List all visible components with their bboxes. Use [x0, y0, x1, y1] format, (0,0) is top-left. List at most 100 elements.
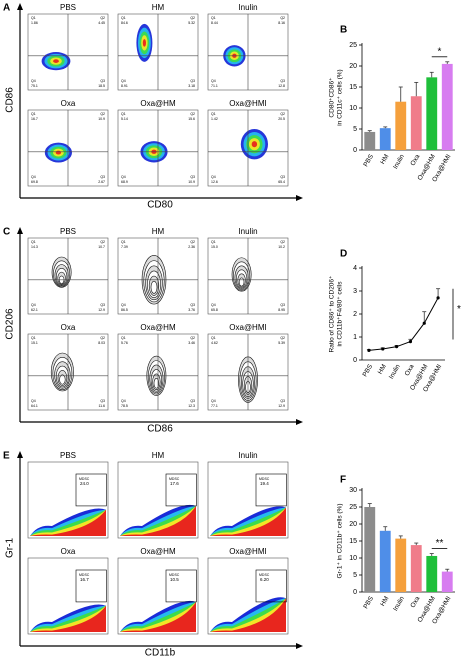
gate [165, 473, 197, 507]
quadrant-name: Q4 [121, 399, 126, 403]
plot-title: PBS [60, 3, 76, 12]
y-axis-label: in CD11b⁺F4/80⁺ cells [337, 281, 344, 347]
plot-title: Inulin [238, 451, 257, 460]
point [381, 347, 385, 351]
quadrant-value: 65.8 [211, 308, 218, 312]
contour-line [238, 277, 245, 287]
plot-title: Oxa@HMI [229, 99, 266, 108]
quadrant-value: 8.16 [278, 21, 285, 25]
quadrant-name: Q4 [31, 175, 36, 179]
arrow-head [17, 227, 23, 234]
quadrant-name: Q1 [31, 16, 36, 20]
point [408, 340, 413, 344]
quadrant-value: 78.5 [121, 404, 128, 408]
quadrant-value: 71.1 [211, 84, 218, 88]
density-blob [210, 507, 286, 536]
panel-letter: E [3, 451, 10, 462]
x-axis-label: CD86 [147, 424, 173, 435]
quadrant-name: Q2 [280, 112, 285, 116]
quadrant-name: Q2 [100, 336, 105, 340]
quadrant-value: 62.1 [31, 308, 38, 312]
quadrant-value: 3.46 [188, 341, 195, 345]
bar [395, 538, 407, 592]
y-tick-label: 10 [349, 555, 357, 562]
quadrant-value: 14.3 [31, 245, 38, 249]
y-tick-label: 0 [353, 357, 357, 364]
density-blob [30, 605, 106, 632]
y-tick-label: 25 [349, 504, 357, 511]
density-blob [120, 506, 196, 536]
quadrant-value: 12.8 [278, 84, 285, 88]
x-tick-label: Inulin [392, 153, 406, 170]
plot-title: HM [152, 227, 165, 236]
gate [165, 569, 197, 603]
plot-title: Oxa@HM [140, 547, 176, 556]
gate-name: MDSC [169, 477, 180, 481]
plot-title: PBS [60, 451, 76, 460]
y-axis-label: Gr-1⁺ in CD11b⁺ cells (%) [337, 503, 344, 578]
plot-title: Oxa@HMI [229, 547, 266, 556]
panel-letter: F [340, 475, 346, 486]
plot-title: HM [152, 3, 165, 12]
y-tick-label: 10 [349, 105, 357, 112]
quadrant-value: 10.9 [188, 180, 195, 184]
point [367, 348, 371, 352]
y-tick-label: 3 [353, 288, 357, 295]
gate [255, 473, 287, 507]
quadrant-value: 20.5 [278, 117, 285, 121]
gate-name: MDSC [169, 573, 180, 577]
bar [426, 555, 438, 592]
quadrant-name: Q4 [211, 175, 216, 179]
point [422, 321, 426, 325]
quadrant-name: Q2 [280, 240, 285, 244]
gate-name: MDSC [259, 573, 270, 577]
quadrant-name: Q3 [190, 79, 195, 83]
quadrant-name: Q3 [280, 79, 285, 83]
density-blob [251, 141, 258, 148]
quadrant-name: Q2 [190, 112, 195, 116]
quadrant-name: Q3 [190, 303, 195, 307]
point [436, 296, 440, 300]
plot-title: HM [152, 451, 165, 460]
gate-name: MDSC [259, 477, 270, 481]
gate-value: 16.7 [80, 577, 89, 582]
quadrant-name: Q3 [280, 175, 285, 179]
y-tick-label: 20 [349, 63, 357, 70]
quadrant-name: Q2 [100, 16, 105, 20]
quadrant-value: 12.6 [211, 180, 218, 184]
y-tick-label: 15 [349, 538, 357, 545]
density-blob [55, 150, 62, 155]
quadrant-name: Q1 [211, 240, 216, 244]
density-blob [120, 602, 196, 632]
arrow-head [296, 195, 303, 201]
plot-title: Oxa@HM [140, 99, 176, 108]
bar [379, 530, 391, 592]
quadrant-value: 8.95 [278, 308, 285, 312]
quadrant-value: 12.9 [278, 404, 285, 408]
bar [379, 128, 391, 150]
quadrant-name: Q1 [211, 336, 216, 340]
quadrant-value: 4.62 [211, 341, 218, 345]
point [394, 345, 399, 349]
quadrant-name: Q2 [100, 240, 105, 244]
quadrant-name: Q4 [211, 399, 216, 403]
quadrant-name: Q3 [190, 175, 195, 179]
quadrant-value: 10.9 [98, 117, 105, 121]
quadrant-name: Q4 [31, 303, 36, 307]
quadrant-value: 5.76 [121, 341, 128, 345]
contour-line [150, 280, 158, 294]
quadrant-value: 5.32 [188, 21, 195, 25]
quadrant-name: Q4 [31, 399, 36, 403]
plot-title: Oxa [61, 99, 76, 108]
quadrant-value: 2.36 [188, 245, 195, 249]
x-tick-label: PBS [362, 595, 375, 610]
y-tick-label: 2 [353, 311, 357, 318]
quadrant-name: Q2 [190, 336, 195, 340]
quadrant-name: Q2 [190, 16, 195, 20]
quadrant-name: Q1 [31, 336, 36, 340]
quadrant-value: 64.1 [31, 404, 38, 408]
gate [75, 569, 107, 603]
quadrant-name: Q2 [190, 240, 195, 244]
quadrant-name: Q3 [100, 399, 105, 403]
